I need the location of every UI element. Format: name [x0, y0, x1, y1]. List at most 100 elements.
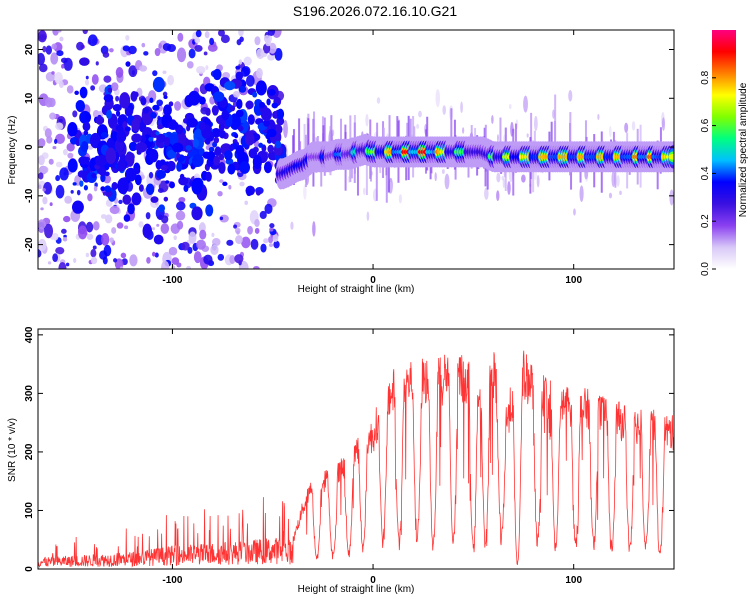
heatmap-streak [387, 148, 390, 193]
heatmap-noise-blob [376, 97, 381, 104]
heatmap-signal-blob [235, 65, 241, 70]
snr-series-line [38, 350, 674, 568]
heatmap-noise-blob [38, 184, 42, 190]
figure-title: S196.2026.072.16.10.G21 [293, 3, 457, 19]
heatmap-signal-blob [165, 180, 170, 184]
heatmap-noise-blob [82, 30, 88, 35]
heatmap-noise-blob [160, 223, 170, 235]
heatmap-noise-blob [434, 172, 437, 182]
snr-y-ticks: 0 100 200 300 400 [24, 326, 674, 572]
heatmap-noise-blob [154, 252, 159, 258]
heatmap-noise-blob [274, 47, 283, 61]
heatmap-noise-blob [109, 48, 114, 53]
heatmap-noise-blob [365, 113, 369, 127]
heatmap-noise-blob [162, 70, 167, 75]
heatmap-noise-blob [65, 262, 70, 267]
heatmap-noise-blob [203, 254, 213, 265]
heatmap-signal-blob [106, 109, 113, 120]
heatmap-noise-blob [102, 51, 110, 58]
heatmap-noise-blob [119, 266, 124, 269]
heatmap-signal-blob [263, 161, 272, 174]
heatmap-noise-blob [496, 134, 500, 142]
heatmap-noise-blob [90, 256, 98, 265]
heatmap-signal-blob [235, 109, 244, 118]
heatmap-noise-blob [256, 48, 265, 60]
heatmap-signal-blob [107, 87, 113, 93]
heatmap-noise-blob [194, 44, 203, 52]
heatmap-signal-blob [212, 68, 222, 81]
heatmap-noise-blob [158, 42, 163, 49]
heatmap-noise-blob [273, 240, 280, 249]
heatmap-noise-blob [533, 115, 538, 131]
heatmap-noise-blob [115, 95, 120, 102]
heatmap-noise-blob [195, 30, 202, 38]
heatmap-noise-blob [63, 215, 71, 223]
heatmap-noise-blob [123, 225, 129, 230]
heatmap-noise-blob [61, 228, 67, 234]
heatmap-signal-blob [276, 117, 285, 126]
heatmap-signal-blob [79, 86, 88, 99]
heatmap-signal-blob [255, 190, 261, 196]
heatmap-streak [499, 117, 502, 164]
heatmap-signal-blob [104, 185, 112, 193]
heatmap-signal-blob [248, 148, 258, 159]
heatmap-noise-blob [128, 45, 137, 55]
x-tick-label: -100 [162, 275, 182, 286]
heatmap-noise-blob [260, 243, 267, 253]
y-tick-label: 0 [24, 566, 35, 572]
heatmap-noise-blob [95, 61, 99, 66]
heatmap-signal-blob [224, 80, 236, 91]
heatmap-noise-blob [44, 223, 54, 239]
heatmap-noise-blob [62, 237, 68, 242]
heatmap-signal-blob [149, 97, 154, 104]
heatmap-noise-blob [152, 227, 156, 231]
heatmap-signal-blob [224, 150, 233, 161]
heatmap-y-ticks: -20 -10 0 10 20 [24, 44, 674, 252]
heatmap-noise-blob [226, 239, 234, 246]
heatmap-noise-blob [435, 89, 441, 108]
heatmap-noise-blob [146, 172, 156, 188]
heatmap-noise-blob [109, 205, 120, 215]
heatmap-noise-blob [533, 169, 538, 181]
heatmap-noise-blob [441, 169, 445, 174]
heatmap-noise-blob [168, 246, 178, 256]
heatmap-noise-blob [209, 37, 215, 46]
heatmap-noise-blob [42, 45, 47, 53]
heatmap-noise-blob [619, 190, 622, 196]
heatmap-noise-blob [161, 215, 169, 224]
heatmap-signal-blob [239, 161, 250, 174]
heatmap-noise-blob [38, 63, 48, 73]
heatmap-signal-blob [78, 156, 89, 165]
heatmap-noise-blob [141, 42, 146, 48]
heatmap-signal-blob [110, 131, 119, 142]
heatmap-noise-blob [290, 221, 294, 230]
heatmap-noise-blob [186, 265, 192, 269]
heatmap-signal-blob [205, 107, 211, 116]
heatmap-noise-blob [57, 30, 62, 33]
heatmap-noise-blob [442, 105, 446, 115]
heatmap-noise-blob [77, 225, 88, 240]
heatmap-noise-blob [254, 36, 261, 46]
heatmap-signal-blob [192, 138, 200, 148]
heatmap-signal-blob [169, 181, 176, 189]
heatmap-noise-blob [219, 216, 224, 221]
heatmap-noise-blob [63, 57, 73, 71]
snr-panel: -100 0 100 0 100 200 300 400 Height of straigh… [7, 326, 675, 595]
heatmap-signal-blob [213, 155, 221, 166]
heatmap-streak [533, 130, 536, 152]
heatmap-noise-blob [444, 173, 450, 190]
heatmap-noise-blob [129, 254, 138, 267]
heatmap-noise-blob [38, 155, 45, 166]
heatmap-signal-blob [153, 234, 164, 245]
heatmap-noise-blob [244, 200, 248, 206]
heatmap-noise-blob [93, 221, 100, 231]
heatmap-noise-blob [152, 70, 158, 77]
heatmap-noise-blob [55, 184, 65, 199]
heatmap-signal-blob [155, 131, 160, 136]
heatmap-noise-blob [568, 89, 573, 102]
heatmap-noise-blob [267, 53, 275, 61]
heatmap-signal-blob [80, 140, 89, 153]
heatmap-noise-blob [502, 178, 506, 189]
heatmap-signal-blob [150, 111, 157, 119]
heatmap-noise-blob [661, 117, 666, 131]
